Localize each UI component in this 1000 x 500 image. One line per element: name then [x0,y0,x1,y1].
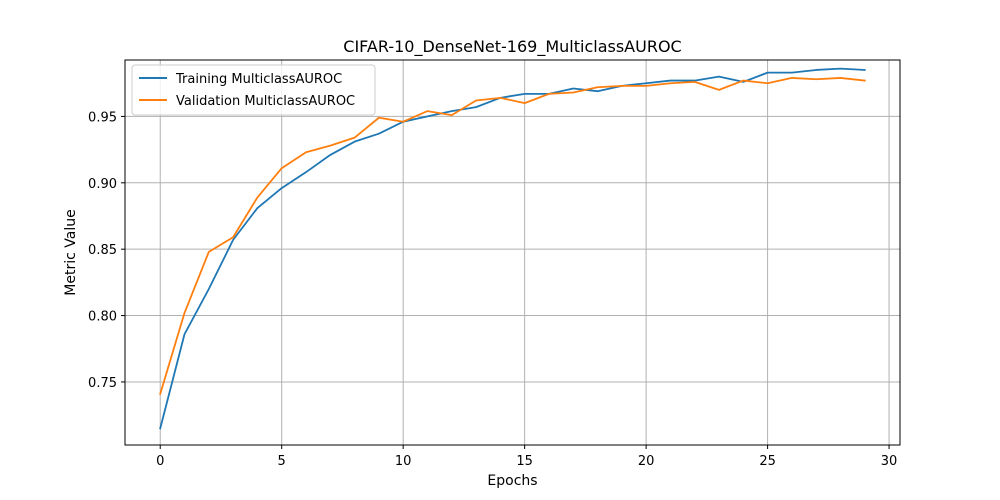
x-tick-label: 30 [881,454,898,469]
x-tick-label: 10 [395,454,412,469]
series-line-validation [159,77,866,396]
y-tick-label: 0.90 [88,177,117,192]
y-tick-label: 0.85 [88,243,117,258]
x-axis-label: Epochs [487,473,537,489]
x-tick-label: 5 [278,454,286,469]
x-tick-label: 25 [759,454,776,469]
y-tick-label: 0.80 [88,310,117,325]
grid-lines [125,60,900,445]
x-tick-label: 20 [638,454,655,469]
x-tick-label: 0 [156,454,164,469]
chart-title: CIFAR-10_DenseNet-169_MulticlassAUROC [343,37,681,57]
legend-box [131,64,376,116]
y-tick-label: 0.95 [88,110,117,125]
legend-label-training: Training MulticlassAUROC [175,72,342,87]
series-layer [159,67,866,430]
x-tick-label: 15 [516,454,533,469]
axis-ticks: 0 5 10 15 20 25 30 0.75 0.80 0.85 0.90 0.95 [88,110,897,469]
y-axis-label: Metric Value [63,209,79,295]
y-tick-label: 0.75 [88,376,117,391]
legend-label-validation: Validation MulticlassAUROC [176,94,355,109]
plot-frame [124,59,901,446]
legend: Training MulticlassAUROC Validation Mult… [131,64,376,116]
